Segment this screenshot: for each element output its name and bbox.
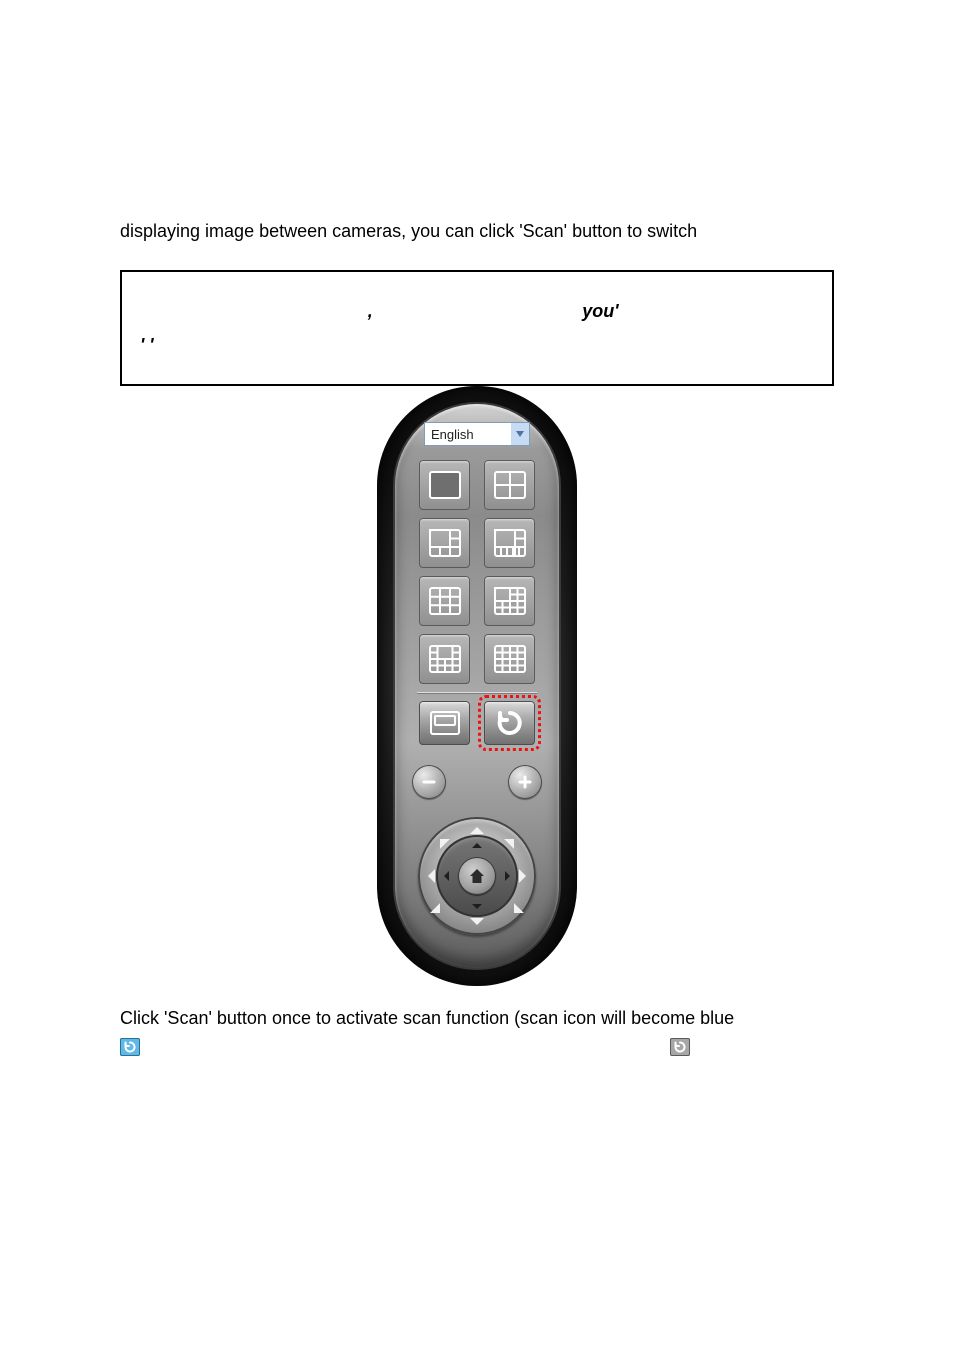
arrow-left-icon <box>421 869 435 883</box>
language-select[interactable]: English <box>424 422 530 446</box>
layout-9-button[interactable] <box>419 576 470 626</box>
layout-10-icon <box>492 583 528 619</box>
scan-icon <box>497 710 523 736</box>
remote-frame: English <box>337 386 617 986</box>
zoom-out-button[interactable] <box>412 765 446 799</box>
layout-buttons-panel <box>419 460 535 684</box>
layout-13-icon <box>427 641 463 677</box>
layout-6b-icon <box>492 525 528 561</box>
dpad <box>418 817 536 935</box>
remote-illustration: English <box>120 386 834 986</box>
divider-line <box>417 692 537 693</box>
scan-icon-grey <box>670 1038 690 1056</box>
remote-body: English <box>377 386 577 986</box>
fullscreen-icon <box>430 711 460 735</box>
plus-icon <box>518 775 532 789</box>
arrow-inner-right-icon <box>505 871 515 881</box>
callout-r1-right: you' <box>582 294 810 328</box>
layout-4-button[interactable] <box>484 460 535 510</box>
chevron-down-icon <box>511 423 529 445</box>
scan-button[interactable] <box>484 701 535 745</box>
layout-4-icon <box>492 467 528 503</box>
footer-paragraph: Click 'Scan' button once to activate sca… <box>120 1004 834 1062</box>
language-select-value: English <box>425 427 511 442</box>
home-icon <box>468 867 486 885</box>
scan-icon-blue <box>120 1038 140 1056</box>
layout-10-button[interactable] <box>484 576 535 626</box>
fullscreen-button[interactable] <box>419 701 470 745</box>
arrow-up-icon <box>470 820 484 834</box>
layout-16-button[interactable] <box>484 634 535 684</box>
arrow-down-icon <box>470 918 484 932</box>
layout-9-icon <box>427 583 463 619</box>
layout-6a-button[interactable] <box>419 518 470 568</box>
callout-r1-mid: , <box>368 294 582 328</box>
callout-row-1: , you' <box>140 294 810 328</box>
zoom-in-button[interactable] <box>508 765 542 799</box>
arrow-right-icon <box>519 869 533 883</box>
layout-16-icon <box>492 641 528 677</box>
remote-inner-shell: English <box>395 404 559 968</box>
zoom-row <box>412 765 542 799</box>
layout-6b-button[interactable] <box>484 518 535 568</box>
layout-6a-icon <box>427 525 463 561</box>
layout-1-icon <box>427 467 463 503</box>
minus-icon <box>422 775 436 789</box>
utility-row <box>419 701 535 745</box>
home-button[interactable] <box>458 857 496 895</box>
arrow-inner-left-icon <box>439 871 449 881</box>
arrow-inner-down-icon <box>472 904 482 914</box>
layout-1-button[interactable] <box>419 460 470 510</box>
intro-paragraph: displaying image between cameras, you ca… <box>120 218 834 246</box>
callout-r1-left <box>140 294 368 328</box>
layout-13-button[interactable] <box>419 634 470 684</box>
footer-line-1: Click 'Scan' button once to activate sca… <box>120 1008 734 1028</box>
callout-box: , you' ' ' <box>120 270 834 386</box>
callout-row-2: ' ' <box>140 328 810 362</box>
arrow-inner-up-icon <box>472 838 482 848</box>
document-page: displaying image between cameras, you ca… <box>0 0 954 1350</box>
